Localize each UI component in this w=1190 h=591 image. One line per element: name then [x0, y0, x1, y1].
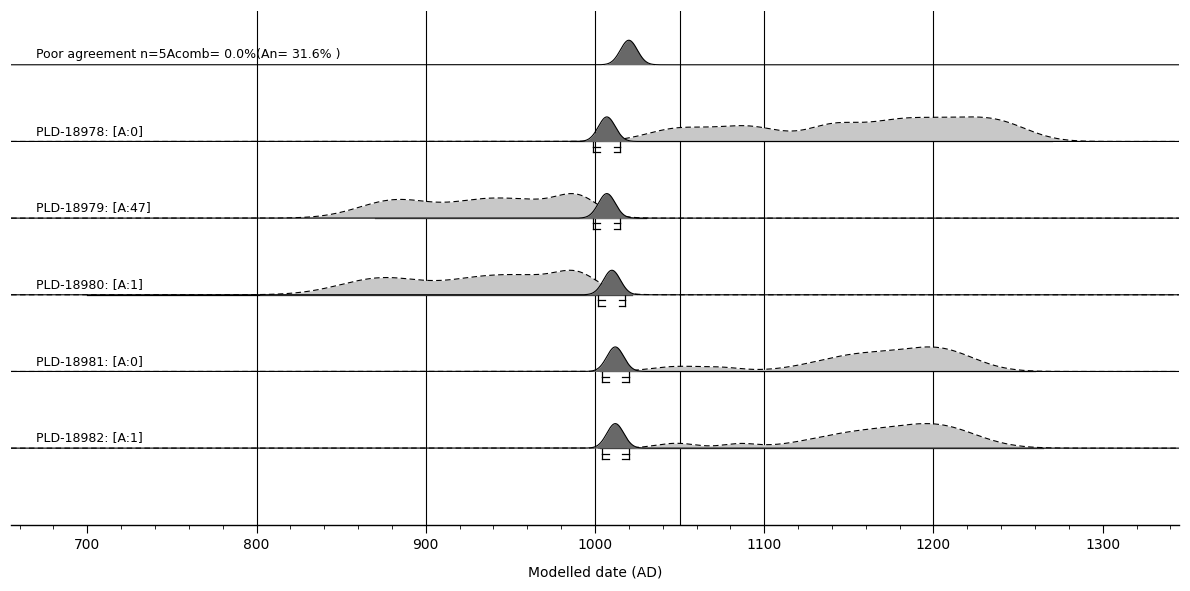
Text: PLD-18979: [A:47]: PLD-18979: [A:47] [37, 202, 151, 215]
X-axis label: Modelled date (AD): Modelled date (AD) [528, 566, 662, 580]
Text: Poor agreement n=5Acomb= 0.0%(An= 31.6% ): Poor agreement n=5Acomb= 0.0%(An= 31.6% … [37, 48, 342, 61]
Text: PLD-18982: [A:1]: PLD-18982: [A:1] [37, 431, 143, 444]
Text: PLD-18978: [A:0]: PLD-18978: [A:0] [37, 125, 144, 138]
Text: PLD-18980: [A:1]: PLD-18980: [A:1] [37, 278, 143, 291]
Text: PLD-18981: [A:0]: PLD-18981: [A:0] [37, 355, 143, 368]
